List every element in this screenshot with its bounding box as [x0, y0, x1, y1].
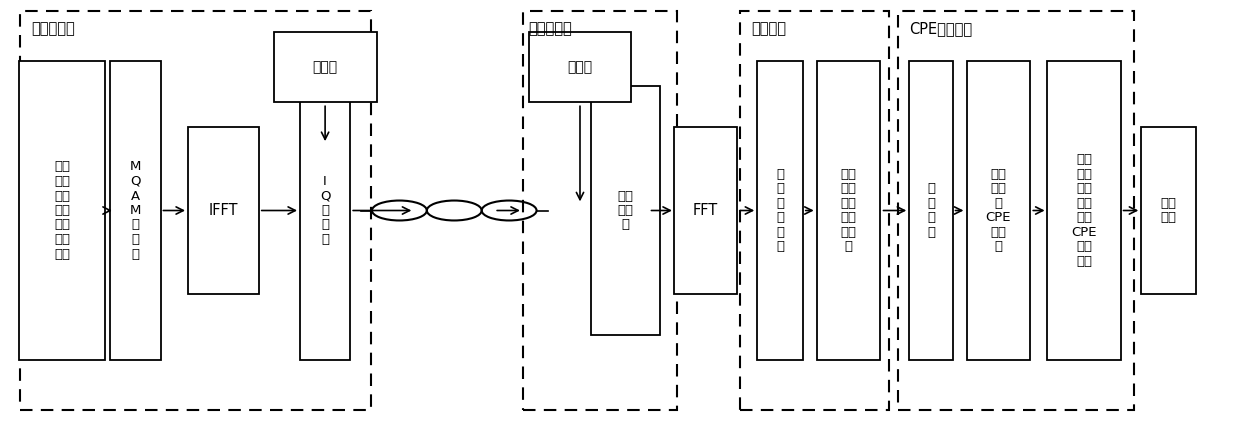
Text: 训
练
序
列
抽
取: 训 练 序 列 抽 取 [776, 168, 784, 253]
Text: 激光器: 激光器 [312, 60, 337, 74]
Bar [274, 32, 377, 102]
Text: CPE补偿模块: CPE补偿模块 [909, 21, 972, 36]
Bar [20, 11, 371, 410]
Bar [1141, 128, 1197, 293]
Text: 光接收模块: 光接收模块 [528, 21, 573, 36]
Text: IFFT: IFFT [208, 203, 238, 218]
Bar [675, 128, 737, 293]
Bar [740, 11, 889, 410]
Bar [1047, 61, 1121, 360]
Bar [523, 11, 677, 410]
Text: 均衡模块: 均衡模块 [751, 21, 786, 36]
Text: 导
频
抽
取: 导 频 抽 取 [926, 182, 935, 239]
Bar [758, 61, 802, 360]
Bar [817, 61, 880, 360]
Bar [188, 128, 259, 293]
Text: 基于
导频
的
CPE
初补
偿: 基于 导频 的 CPE 初补 偿 [986, 168, 1011, 253]
Text: 基于
时域
平均
的信
道均
衡: 基于 时域 平均 的信 道均 衡 [841, 168, 857, 253]
Text: M
Q
A
M
调
制
器: M Q A M 调 制 器 [130, 160, 141, 261]
Bar [909, 61, 952, 360]
Text: 带有
训练
序列
和导
频的
传输
数据: 带有 训练 序列 和导 频的 传输 数据 [55, 160, 71, 261]
Text: 激光器: 激光器 [568, 60, 593, 74]
Text: 相干
解调
器: 相干 解调 器 [618, 189, 634, 232]
Text: 基于
二维
投影
直方
图的
CPE
精细
补偿: 基于 二维 投影 直方 图的 CPE 精细 补偿 [1071, 153, 1097, 268]
Bar [300, 61, 350, 360]
Text: 数据
输出: 数据 输出 [1161, 197, 1177, 224]
Bar [591, 86, 660, 335]
Bar [20, 61, 105, 360]
Text: I
Q
调
制
器: I Q 调 制 器 [320, 175, 330, 246]
Text: FFT: FFT [693, 203, 718, 218]
Bar [110, 61, 160, 360]
Text: 光发射模块: 光发射模块 [31, 21, 76, 36]
Bar [967, 61, 1029, 360]
Bar [528, 32, 631, 102]
Bar [898, 11, 1135, 410]
